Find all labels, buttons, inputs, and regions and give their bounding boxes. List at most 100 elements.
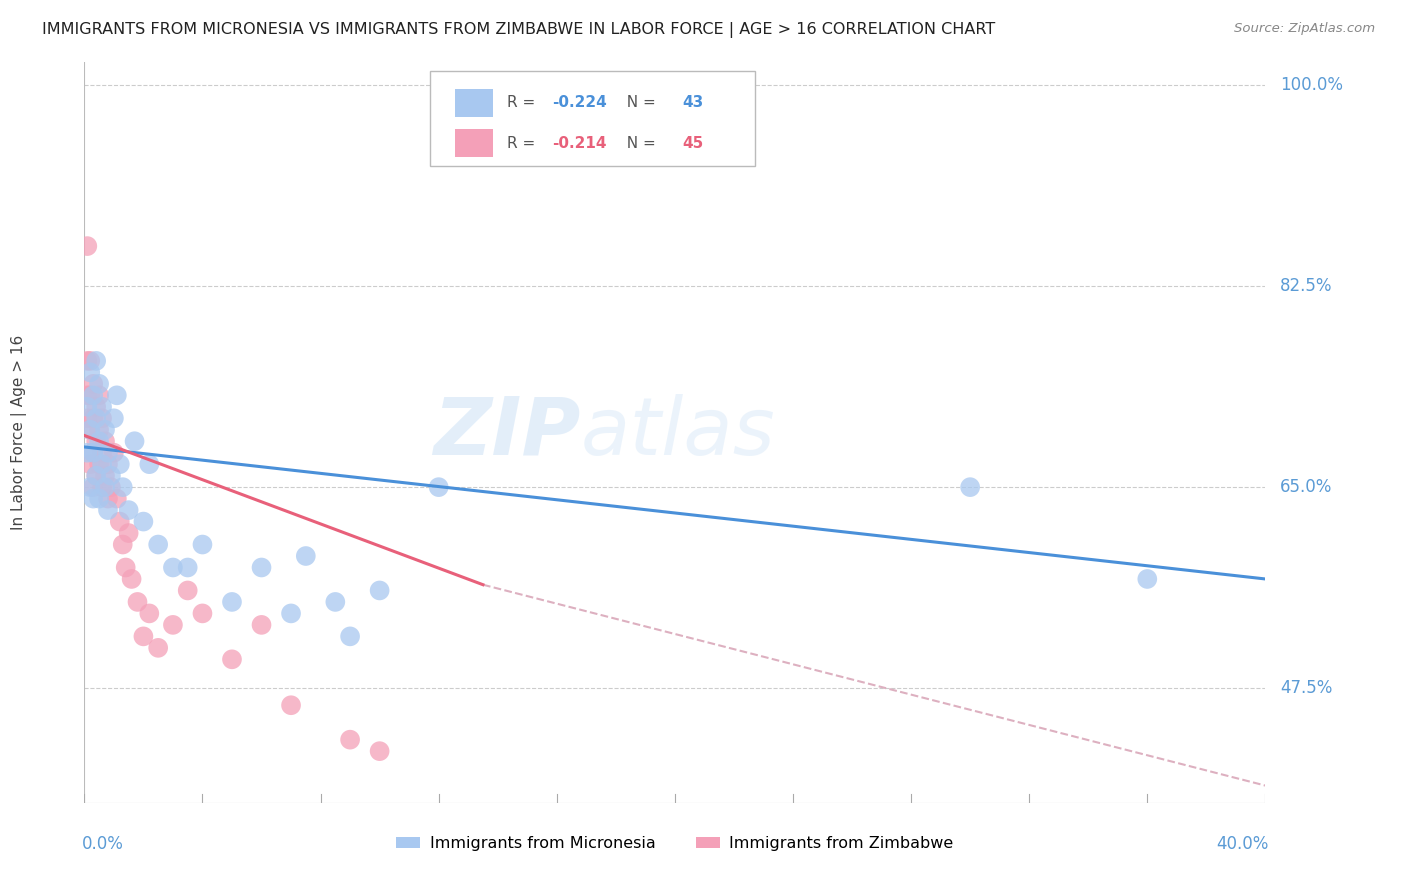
Text: 45: 45 bbox=[682, 136, 703, 151]
Point bbox=[97, 446, 120, 460]
Point bbox=[84, 411, 107, 425]
Point bbox=[118, 526, 141, 541]
Point bbox=[87, 434, 111, 449]
Point bbox=[94, 468, 117, 483]
Point bbox=[84, 434, 107, 449]
Point bbox=[76, 411, 98, 425]
Point bbox=[87, 457, 111, 471]
Point bbox=[82, 446, 104, 460]
Point bbox=[118, 503, 141, 517]
Point bbox=[97, 503, 120, 517]
Point bbox=[138, 457, 160, 471]
Point bbox=[105, 491, 128, 506]
Point bbox=[82, 446, 104, 460]
FancyBboxPatch shape bbox=[430, 71, 755, 166]
Point bbox=[91, 480, 114, 494]
Point bbox=[84, 468, 107, 483]
Point bbox=[82, 491, 104, 506]
Point bbox=[280, 607, 302, 621]
Point bbox=[97, 457, 120, 471]
Point bbox=[339, 732, 361, 747]
Point bbox=[76, 354, 98, 368]
Point bbox=[427, 480, 450, 494]
Point bbox=[295, 549, 318, 563]
Point bbox=[148, 537, 170, 551]
Point bbox=[368, 583, 391, 598]
Text: R =: R = bbox=[508, 95, 540, 111]
Point bbox=[94, 434, 117, 449]
Point bbox=[87, 376, 111, 391]
Point bbox=[79, 354, 101, 368]
Point bbox=[91, 457, 114, 471]
Point bbox=[84, 468, 107, 483]
Point bbox=[162, 560, 184, 574]
Point bbox=[221, 652, 243, 666]
Text: In Labor Force | Age > 16: In Labor Force | Age > 16 bbox=[11, 335, 27, 530]
FancyBboxPatch shape bbox=[456, 129, 494, 157]
Point bbox=[79, 423, 101, 437]
Text: R =: R = bbox=[508, 136, 540, 151]
Point bbox=[177, 583, 200, 598]
Text: 43: 43 bbox=[682, 95, 703, 111]
Point bbox=[76, 446, 98, 460]
Text: 82.5%: 82.5% bbox=[1281, 277, 1333, 295]
Point bbox=[250, 560, 273, 574]
Text: Source: ZipAtlas.com: Source: ZipAtlas.com bbox=[1234, 22, 1375, 36]
Point bbox=[1136, 572, 1159, 586]
Point bbox=[177, 560, 200, 574]
Point bbox=[100, 468, 122, 483]
Point bbox=[94, 423, 117, 437]
Point bbox=[368, 744, 391, 758]
Text: atlas: atlas bbox=[581, 393, 775, 472]
Text: ZIP: ZIP bbox=[433, 393, 581, 472]
Point bbox=[94, 480, 117, 494]
Point bbox=[79, 388, 101, 402]
Point bbox=[959, 480, 981, 494]
Point bbox=[82, 411, 104, 425]
Point bbox=[87, 491, 111, 506]
Point bbox=[325, 595, 347, 609]
Point bbox=[280, 698, 302, 713]
Text: -0.214: -0.214 bbox=[553, 136, 606, 151]
Point bbox=[91, 411, 114, 425]
Point bbox=[108, 457, 131, 471]
Text: IMMIGRANTS FROM MICRONESIA VS IMMIGRANTS FROM ZIMBABWE IN LABOR FORCE | AGE > 16: IMMIGRANTS FROM MICRONESIA VS IMMIGRANTS… bbox=[42, 22, 995, 38]
Point bbox=[111, 480, 134, 494]
Point bbox=[76, 400, 98, 414]
Point bbox=[221, 595, 243, 609]
Text: -0.224: -0.224 bbox=[553, 95, 607, 111]
Point bbox=[87, 423, 111, 437]
Point bbox=[339, 629, 361, 643]
Point bbox=[105, 388, 128, 402]
Point bbox=[114, 560, 136, 574]
Point bbox=[108, 515, 131, 529]
Point bbox=[97, 491, 120, 506]
FancyBboxPatch shape bbox=[456, 89, 494, 117]
Text: 47.5%: 47.5% bbox=[1281, 679, 1333, 697]
Point bbox=[84, 354, 107, 368]
Text: N =: N = bbox=[617, 95, 661, 111]
Point bbox=[87, 388, 111, 402]
Point bbox=[191, 607, 214, 621]
Text: N =: N = bbox=[617, 136, 661, 151]
Point bbox=[79, 457, 101, 471]
Point bbox=[82, 388, 104, 402]
Text: 0.0%: 0.0% bbox=[82, 835, 124, 853]
Text: 65.0%: 65.0% bbox=[1281, 478, 1333, 496]
Point bbox=[91, 446, 114, 460]
Point bbox=[132, 515, 155, 529]
Point bbox=[124, 434, 146, 449]
Point bbox=[111, 537, 134, 551]
Legend: Immigrants from Micronesia, Immigrants from Zimbabwe: Immigrants from Micronesia, Immigrants f… bbox=[389, 830, 960, 858]
Point bbox=[162, 618, 184, 632]
Point bbox=[76, 239, 98, 253]
Point bbox=[76, 388, 98, 402]
Point bbox=[82, 376, 104, 391]
Point bbox=[79, 365, 101, 379]
Point bbox=[103, 446, 125, 460]
Text: 40.0%: 40.0% bbox=[1216, 835, 1268, 853]
Point bbox=[103, 411, 125, 425]
Point bbox=[132, 629, 155, 643]
Point bbox=[148, 640, 170, 655]
Point bbox=[84, 400, 107, 414]
